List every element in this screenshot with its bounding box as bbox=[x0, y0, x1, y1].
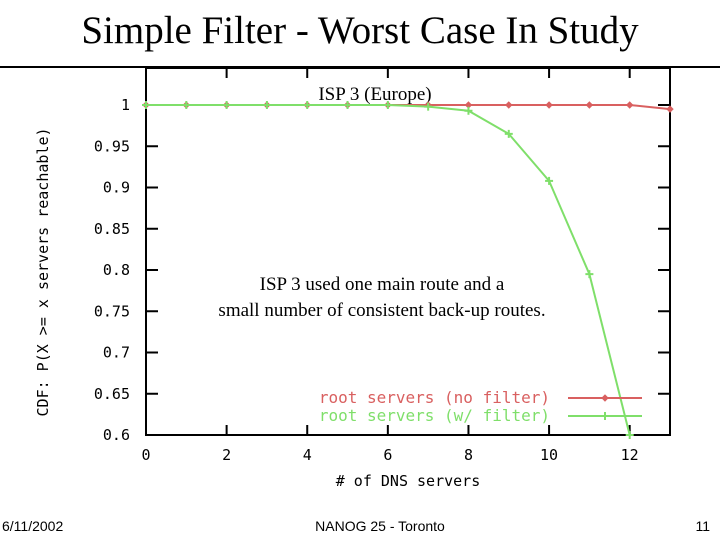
x-tick-label-5: 10 bbox=[540, 446, 558, 464]
x-tick-label-2: 4 bbox=[303, 446, 312, 464]
series-1-point-6 bbox=[383, 101, 392, 109]
legend-label-1: root servers (w/ filter) bbox=[319, 406, 550, 425]
series-1-point-7 bbox=[424, 102, 433, 111]
series-0-point-9 bbox=[505, 101, 513, 109]
footer-center: NANOG 25 - Toronto bbox=[315, 518, 445, 534]
y-tick-label-3: 0.85 bbox=[94, 220, 130, 238]
cdf-chart: 10.950.90.850.80.750.70.650.6 0 2 4 6 8 10 12 … bbox=[34, 67, 674, 490]
y-tick-label-5: 0.75 bbox=[94, 302, 130, 320]
series-1-point-4 bbox=[303, 101, 312, 109]
x-tick-label-1: 2 bbox=[222, 446, 231, 464]
series-0-point-10 bbox=[545, 101, 553, 109]
x-axis-label: # of DNS servers bbox=[336, 472, 481, 490]
slide-title: Simple Filter - Worst Case In Study bbox=[81, 9, 639, 52]
series-1-point-8 bbox=[464, 106, 473, 115]
y-tick-label-1: 0.95 bbox=[94, 137, 130, 155]
series-0-point-11 bbox=[585, 101, 594, 109]
y-tick-label-2: 0.9 bbox=[103, 179, 130, 197]
y-tick-label-4: 0.8 bbox=[103, 261, 130, 279]
y-tick-label-6: 0.7 bbox=[103, 344, 130, 362]
series-1-point-2 bbox=[222, 101, 231, 109]
legend-marker-0 bbox=[601, 394, 609, 402]
legend-marker-1 bbox=[601, 412, 609, 420]
series-1-point-3 bbox=[262, 101, 271, 109]
series-1-point-5 bbox=[343, 101, 352, 109]
series-0-point-13 bbox=[666, 105, 674, 113]
y-axis-ticks: 1 0.95 0.9 0.85 0.8 0.75 0.7 0.65 0.6 bbox=[94, 96, 670, 444]
series-1-point-11 bbox=[585, 270, 594, 279]
series-1-point-1 bbox=[182, 101, 191, 109]
series-1-point-9 bbox=[504, 129, 513, 138]
legend-label-0: root servers (no filter) bbox=[319, 388, 550, 407]
series-0-point-12 bbox=[625, 101, 634, 109]
annotation-line-2: small number of consistent back-up route… bbox=[218, 300, 545, 321]
chart-title: ISP 3 (Europe) bbox=[318, 84, 431, 105]
annotation-line-1: ISP 3 used one main route and a bbox=[260, 274, 505, 295]
x-tick-label-4: 8 bbox=[464, 446, 473, 464]
y-tick-label-7: 0.65 bbox=[94, 385, 130, 403]
series-1-point-12 bbox=[625, 431, 634, 439]
x-tick-label-0: 0 bbox=[141, 446, 150, 464]
legend: root servers (no filter)root servers (w/… bbox=[319, 388, 642, 425]
y-axis-label: CDF: P(X >= x servers reachable) bbox=[34, 128, 52, 417]
page-number: 11 bbox=[695, 518, 710, 534]
series-1-point-10 bbox=[545, 176, 554, 185]
annotation: ISP 3 used one main route and a small num… bbox=[218, 274, 545, 321]
x-tick-label-6: 12 bbox=[621, 446, 639, 464]
series-line-1 bbox=[146, 104, 631, 436]
plot-frame bbox=[145, 67, 671, 436]
series-1-point-0 bbox=[142, 101, 150, 109]
series-group bbox=[142, 101, 674, 439]
y-tick-label-0: 1 bbox=[121, 96, 130, 114]
footer-date: 6/11/2002 bbox=[2, 518, 64, 534]
y-tick-label-8: 0.6 bbox=[103, 426, 130, 444]
x-tick-label-3: 6 bbox=[383, 446, 392, 464]
